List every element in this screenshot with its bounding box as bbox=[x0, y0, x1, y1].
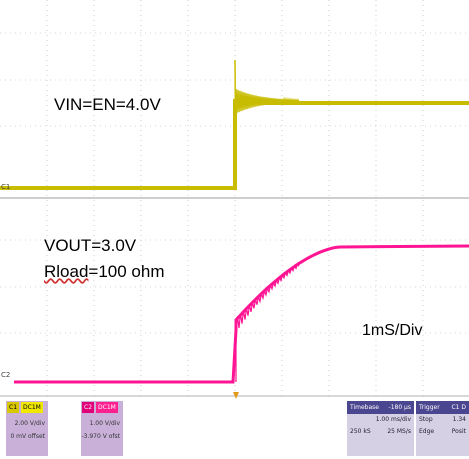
ch2-coupling: DC1M bbox=[96, 402, 118, 413]
ch2-descriptor[interactable]: C2 DC1M 1.00 V/div -3.970 V ofst bbox=[81, 401, 123, 456]
ch1-tag: C1 bbox=[7, 402, 20, 413]
vin-annotation: VIN=EN=4.0V bbox=[54, 95, 161, 114]
timebase-scale: 1.00 ms/div bbox=[375, 416, 411, 423]
ch1-ringing bbox=[234, 59, 300, 189]
trigger-source: C1 D bbox=[451, 404, 466, 411]
vout-annotation: VOUT=3.0V bbox=[44, 236, 137, 255]
trigger-position-arrow-icon[interactable] bbox=[233, 392, 239, 399]
trigger-type: Edge bbox=[419, 428, 435, 435]
ch1-scale: 2.00 V/div bbox=[14, 420, 45, 427]
ch2-scale: 1.00 V/div bbox=[89, 420, 120, 427]
trigger-slope: Posit bbox=[451, 428, 466, 435]
waveform-plot bbox=[0, 0, 469, 400]
ch1-ground-marker: C1 bbox=[1, 183, 11, 191]
ch1-offset: 0 mV offset bbox=[10, 433, 45, 440]
trigger-descriptor[interactable]: Trigger C1 D Stop 1.34 Edge Posit bbox=[416, 401, 469, 456]
rload-suffix: =100 ohm bbox=[88, 262, 165, 281]
ch2-tag: C2 bbox=[82, 402, 95, 413]
ch2-ground-marker: C2 bbox=[1, 371, 11, 379]
timebase-samples: 250 kS bbox=[350, 428, 371, 435]
scope-display bbox=[0, 0, 469, 400]
trigger-level: 1.34 bbox=[452, 416, 466, 423]
timebase-delay: -180 µs bbox=[388, 404, 411, 411]
ch2-offset: -3.970 V ofst bbox=[81, 433, 120, 440]
trigger-mode: Stop bbox=[419, 416, 433, 423]
rload-annotation: Rload=100 ohm bbox=[44, 262, 165, 282]
timebase-rate: 25 MS/s bbox=[387, 428, 411, 435]
timebase-label: Timebase bbox=[350, 404, 379, 411]
ch2-noise bbox=[235, 262, 300, 382]
ch1-descriptor[interactable]: C1 DC1M 2.00 V/div 0 mV offset bbox=[6, 401, 48, 456]
rload-prefix: Rload bbox=[44, 262, 89, 281]
trigger-label: Trigger bbox=[419, 404, 440, 411]
timebase-annotation: 1mS/Div bbox=[362, 322, 423, 339]
status-bar: C1 DC1M 2.00 V/div 0 mV offset C2 DC1M 1… bbox=[0, 401, 469, 459]
timebase-descriptor[interactable]: Timebase -180 µs 1.00 ms/div 250 kS 25 M… bbox=[347, 401, 414, 456]
ch1-coupling: DC1M bbox=[21, 402, 43, 413]
